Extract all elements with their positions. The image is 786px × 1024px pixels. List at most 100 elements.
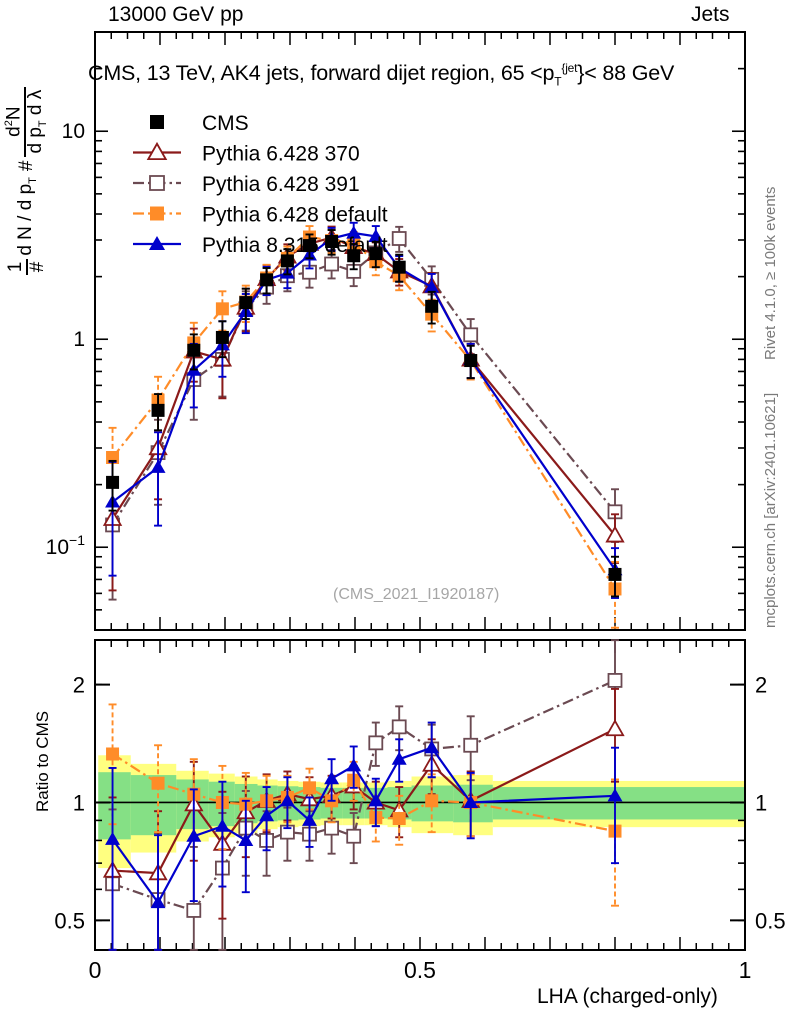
data-point-marker: [424, 740, 440, 754]
data-point-marker: [151, 776, 165, 790]
series-main-pythia-6-428-391: [105, 225, 623, 601]
series-ratio-pythia-8-315-default: [105, 721, 623, 951]
x-tick-label: 1: [739, 957, 752, 983]
data-point-marker: [324, 771, 340, 785]
legend-marker-3: [149, 175, 165, 191]
data-point-marker: [368, 228, 384, 242]
x-tick-label: 0: [89, 957, 102, 983]
data-point-marker: [279, 793, 295, 807]
data-point-marker: [151, 403, 165, 417]
data-point-marker: [391, 231, 407, 246]
y-tick-label-main: 10: [62, 120, 85, 143]
data-point-marker: [105, 831, 121, 845]
y-tick-label-ratio: 2: [73, 673, 85, 698]
data-point-marker: [259, 808, 275, 822]
y-tick-label-main: 1: [73, 328, 85, 351]
data-point-marker: [605, 525, 625, 543]
data-point-marker: [215, 302, 229, 316]
data-point-marker: [369, 247, 383, 261]
data-point-marker: [346, 828, 362, 844]
legend-label-3: Pythia 6.428 391: [202, 173, 360, 196]
data-point-marker: [392, 260, 406, 274]
data-point-marker: [215, 330, 229, 344]
data-point-marker: [392, 812, 406, 826]
uncertainty-bands: [98, 755, 745, 869]
data-point-marker: [346, 758, 362, 772]
title-sub: T: [554, 74, 562, 89]
data-point-marker: [324, 256, 340, 272]
data-point-marker: [346, 225, 362, 239]
data-point-marker: [391, 751, 407, 765]
data-point-marker: [347, 249, 361, 263]
y-tick-label-ratio-right: 0.5: [755, 908, 786, 933]
legend-marker-4: [150, 206, 164, 221]
data-point-marker: [325, 235, 339, 249]
series-main-pythia-6-428-370: [102, 225, 625, 592]
legend-label-4: Pythia 6.428 default: [202, 204, 388, 227]
title-post: }< 88 GeV: [577, 61, 675, 86]
data-point-marker: [608, 567, 622, 581]
data-point-marker: [186, 828, 202, 842]
data-point-marker: [187, 343, 201, 357]
legend-marker-2: [146, 141, 168, 161]
data-point-marker: [186, 903, 202, 918]
data-point-marker: [324, 820, 340, 836]
data-point-marker: [463, 737, 479, 753]
data-point-marker: [424, 279, 440, 293]
data-point-marker: [463, 795, 479, 809]
legend-marker-5: [148, 235, 166, 250]
legend: CMS Pythia 6.428 370 Pythia 6.428 391 Pythi…: [133, 112, 388, 257]
data-point-marker: [106, 475, 120, 489]
analysis-id-watermark: (CMS_2021_I1920187): [333, 586, 500, 603]
data-point-marker: [607, 673, 623, 688]
y-tick-label-main: 10−1: [46, 532, 86, 559]
plot-title: CMS, 13 TeV, AK4 jets, forward dijet reg…: [88, 61, 674, 88]
data-point-marker: [150, 459, 166, 473]
main-panel-frame: [94, 31, 746, 631]
legend-label-5: Pythia 8.315 default: [202, 234, 388, 257]
series-line: [111, 237, 616, 526]
legend-label-1: CMS: [202, 112, 249, 135]
uncertainty-band-inner: [98, 772, 131, 840]
legend-marker-1: [150, 115, 164, 129]
y-tick-label-ratio-right: 1: [755, 790, 767, 815]
data-point-marker: [368, 735, 384, 751]
data-point-marker: [463, 327, 479, 343]
data-point-marker: [150, 895, 166, 909]
data-point-marker: [238, 832, 254, 846]
title-pre: CMS, 13 TeV, AK4 jets, forward dijet reg…: [88, 61, 555, 86]
series-line: [111, 235, 616, 590]
data-point-marker: [425, 794, 439, 808]
data-point-marker: [368, 793, 384, 807]
y-tick-label-ratio: 1: [73, 790, 85, 815]
y-tick-label-ratio-right: 2: [755, 673, 767, 698]
legend-label-2: Pythia 6.428 370: [202, 143, 360, 166]
data-point-marker: [260, 273, 274, 287]
data-point-marker: [106, 747, 120, 761]
data-point-marker: [607, 788, 623, 802]
y-tick-label-ratio: 0.5: [54, 908, 85, 933]
series-main-pythia-6-428-default: [106, 225, 622, 629]
data-point-marker: [280, 254, 294, 268]
header-beam-label: 13000 GeV pp: [108, 3, 244, 26]
axis-ticks: [94, 31, 746, 950]
series-main-pythia-8-315-default: [105, 221, 623, 599]
series-line: [111, 231, 616, 571]
x-tick-label: 0.5: [404, 957, 436, 983]
x-axis-label: LHA (charged-only): [537, 985, 718, 1008]
data-point-marker: [464, 354, 478, 368]
data-point-marker: [214, 818, 230, 832]
series-main-cms: [106, 229, 622, 598]
title-sup: {jet: [561, 61, 578, 75]
data-point-marker: [605, 719, 625, 737]
data-point-marker: [239, 296, 253, 310]
data-point-marker: [391, 719, 407, 735]
header-category-label: Jets: [691, 3, 730, 26]
data-point-marker: [303, 781, 316, 795]
data-point-marker: [303, 239, 316, 253]
data-point-marker: [302, 812, 317, 826]
data-point-marker: [425, 299, 439, 313]
